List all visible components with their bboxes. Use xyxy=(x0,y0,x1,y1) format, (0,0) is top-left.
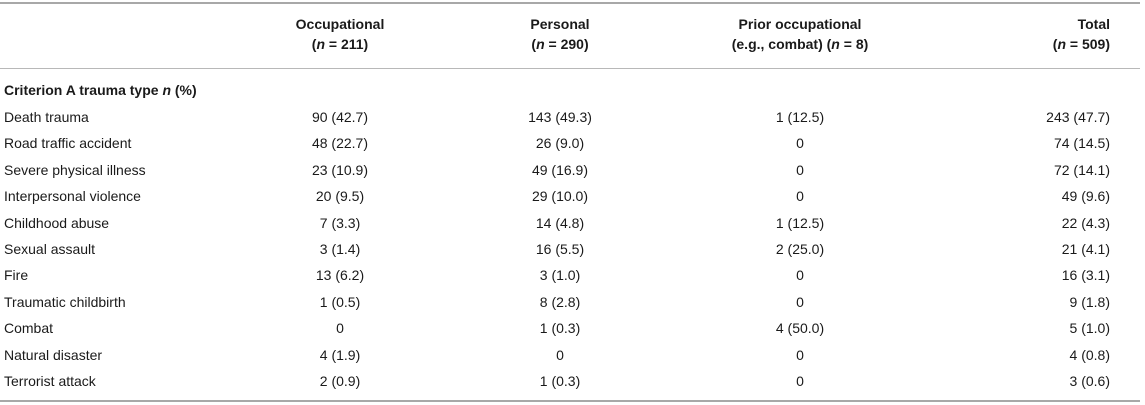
cell-personal: 0 xyxy=(556,346,564,363)
cell-occupational: 23 (10.9) xyxy=(311,161,369,178)
cell-occupational: 48 (22.7) xyxy=(311,135,369,152)
cell-prior: 0 xyxy=(796,188,804,205)
row-label: Death trauma xyxy=(4,109,89,125)
cell-occupational: 0 xyxy=(336,320,344,337)
cell-occupational: 4 (1.9) xyxy=(319,346,361,363)
row-label: Severe physical illness xyxy=(4,161,146,178)
row-label: Combat xyxy=(4,320,54,337)
cell-total: 49 (9.6) xyxy=(1061,188,1110,205)
cell-prior: 0 xyxy=(796,135,804,152)
cell-total: 74 (14.5) xyxy=(1053,135,1110,152)
cell-occupational: 2 (0.9) xyxy=(319,372,361,389)
table-row: Natural disaster 4 (1.9) 0 0 4 (0.8) xyxy=(0,342,1140,368)
cell-occupational: 90 (42.7) xyxy=(311,109,369,125)
row-label: Terrorist attack xyxy=(4,372,96,389)
table-bottom-rule xyxy=(0,400,1140,402)
header-prior-occupational: Prior occupational (e.g., combat) (n = 8… xyxy=(690,14,910,58)
cell-occupational: 7 (3.3) xyxy=(319,214,361,231)
header-total-label: Total xyxy=(1077,16,1110,32)
cell-total: 243 (47.7) xyxy=(1046,109,1110,125)
cell-occupational: 13 (6.2) xyxy=(315,267,365,284)
row-label: Sexual assault xyxy=(4,240,96,257)
cell-occupational: 20 (9.5) xyxy=(315,188,365,205)
table-row: Interpersonal violence 20 (9.5) 29 (10.0… xyxy=(0,183,1140,209)
cell-prior: 0 xyxy=(796,346,804,363)
cell-personal: 1 (0.3) xyxy=(539,320,581,337)
cell-total: 5 (1.0) xyxy=(1069,320,1110,337)
cell-personal: 26 (9.0) xyxy=(535,135,585,152)
row-label: Fire xyxy=(4,267,29,284)
cell-personal: 8 (2.8) xyxy=(539,293,581,310)
table-top-rule xyxy=(0,2,1140,4)
section-heading: Criterion A trauma type n (%) xyxy=(4,82,197,98)
cell-prior: 1 (12.5) xyxy=(775,109,825,125)
header-prior-label: Prior occupational xyxy=(738,16,862,32)
header-personal-label: Personal xyxy=(530,16,590,32)
header-personal: Personal (n = 290) xyxy=(470,14,650,58)
header-occupational-label: Occupational xyxy=(295,16,385,32)
row-label: Interpersonal violence xyxy=(4,188,141,205)
header-prior-n: (e.g., combat) (n = 8) xyxy=(731,36,869,52)
cell-total: 4 (0.8) xyxy=(1069,346,1110,363)
cell-prior: 0 xyxy=(796,293,804,310)
table-row: Combat 0 1 (0.3) 4 (50.0) 5 (1.0) xyxy=(0,315,1140,341)
header-total-n: (n = 509) xyxy=(1052,36,1110,52)
table-row: Death trauma 90 (42.7) 143 (49.3) 1 (12.… xyxy=(0,104,1140,130)
row-label: Road traffic accident xyxy=(4,135,132,152)
cell-personal: 14 (4.8) xyxy=(535,214,585,231)
cell-prior: 0 xyxy=(796,161,804,178)
cell-prior: 0 xyxy=(796,372,804,389)
cell-occupational: 3 (1.4) xyxy=(319,240,361,257)
cell-personal: 143 (49.3) xyxy=(528,109,592,125)
table-row: Severe physical illness 23 (10.9) 49 (16… xyxy=(0,157,1140,183)
cell-prior: 2 (25.0) xyxy=(775,240,825,257)
table-row: Childhood abuse 7 (3.3) 14 (4.8) 1 (12.5… xyxy=(0,210,1140,236)
cell-personal: 29 (10.0) xyxy=(531,188,589,205)
row-label: Childhood abuse xyxy=(4,214,110,231)
cell-personal: 16 (5.5) xyxy=(535,240,585,257)
cell-prior: 4 (50.0) xyxy=(775,320,825,337)
table-row: Sexual assault 3 (1.4) 16 (5.5) 2 (25.0)… xyxy=(0,236,1140,262)
cell-personal: 1 (0.3) xyxy=(539,372,581,389)
header-divider-rule xyxy=(0,68,1140,69)
header-personal-n: (n = 290) xyxy=(531,36,589,52)
table-row: Traumatic childbirth 1 (0.5) 8 (2.8) 0 9… xyxy=(0,289,1140,315)
header-occupational-n: (n = 211) xyxy=(311,36,369,52)
cell-prior: 0 xyxy=(796,267,804,284)
table-row: Fire 13 (6.2) 3 (1.0) 0 16 (3.1) xyxy=(0,262,1140,288)
cell-occupational: 1 (0.5) xyxy=(319,293,361,310)
row-label: Traumatic childbirth xyxy=(4,293,126,310)
cell-prior: 1 (12.5) xyxy=(775,214,825,231)
table-row: Terrorist attack 2 (0.9) 1 (0.3) 0 3 (0.… xyxy=(0,368,1140,394)
cell-total: 72 (14.1) xyxy=(1053,161,1110,178)
table-row: Road traffic accident 48 (22.7) 26 (9.0)… xyxy=(0,130,1140,156)
cell-total: 3 (0.6) xyxy=(1069,372,1110,389)
cell-personal: 49 (16.9) xyxy=(531,161,589,178)
cell-personal: 3 (1.0) xyxy=(539,267,581,284)
cell-total: 9 (1.8) xyxy=(1069,293,1110,310)
cell-total: 16 (3.1) xyxy=(1061,267,1110,284)
header-total: Total (n = 509) xyxy=(1010,14,1110,58)
row-label: Natural disaster xyxy=(4,346,103,363)
cell-total: 22 (4.3) xyxy=(1061,214,1110,231)
table-body: Death trauma 90 (42.7) 143 (49.3) 1 (12.… xyxy=(0,104,1140,394)
cell-total: 21 (4.1) xyxy=(1061,240,1110,257)
header-occupational: Occupational (n = 211) xyxy=(250,14,430,58)
